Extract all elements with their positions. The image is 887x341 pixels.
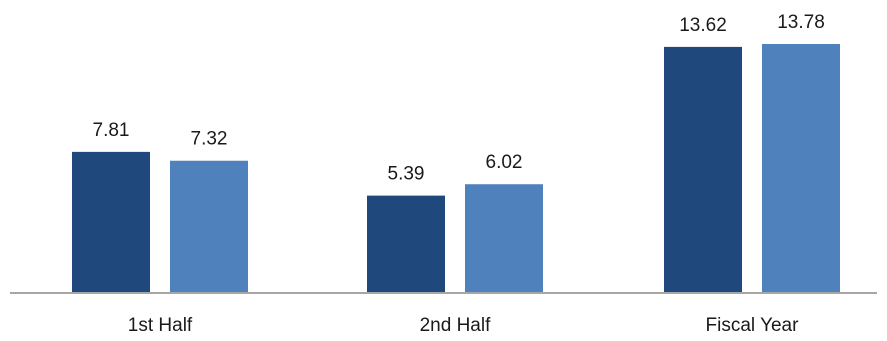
data-label: 6.02 xyxy=(486,152,523,173)
bar-series1-2nd-half xyxy=(367,195,445,293)
category-labels-layer: 1st Half 2nd Half Fiscal Year xyxy=(128,315,799,336)
bar-series2-fiscal-year xyxy=(762,44,840,293)
category-label: 1st Half xyxy=(128,315,193,336)
category-label: Fiscal Year xyxy=(706,315,800,336)
bars-layer xyxy=(72,44,840,293)
data-label: 7.81 xyxy=(93,120,130,141)
data-labels-layer: 7.81 7.32 5.39 6.02 13.62 13.78 xyxy=(93,12,825,185)
data-label: 13.78 xyxy=(777,12,825,33)
data-label: 7.32 xyxy=(191,129,228,150)
bar-series1-fiscal-year xyxy=(664,46,742,293)
bar-series2-1st-half xyxy=(170,160,248,293)
data-label: 13.62 xyxy=(679,15,727,36)
bar-series2-2nd-half xyxy=(465,184,543,293)
data-label: 5.39 xyxy=(388,164,425,185)
category-label: 2nd Half xyxy=(420,315,491,336)
bar-series1-1st-half xyxy=(72,151,150,293)
